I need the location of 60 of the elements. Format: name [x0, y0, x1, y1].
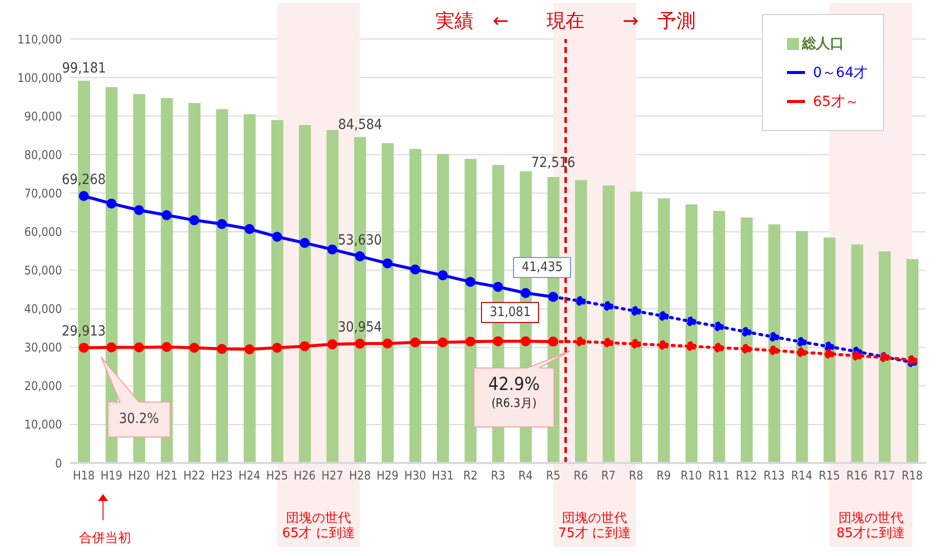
x-tick-label: R2 [463, 468, 478, 483]
x-tick-label: R11 [708, 468, 730, 483]
y-tick-label: 110,000 [17, 32, 62, 46]
x-tick-label: R18 [902, 468, 923, 483]
y-tick-label: 60,000 [24, 224, 62, 239]
x-tick-label: R8 [628, 468, 644, 483]
data-label: 30,954 [338, 320, 382, 336]
annotation: 72,516 [530, 155, 576, 171]
x-tick-label: R10 [680, 468, 702, 483]
x-tick-label: H18 [72, 468, 95, 483]
x-tick-label: R6 [574, 468, 588, 483]
x-tick-label: H23 [210, 468, 233, 483]
annotation: 30.2% [118, 410, 160, 429]
ref-line-label: 実績 ← 現在 → 予測 [434, 9, 697, 34]
band-label: 団塊の世代 65才 に到達 [281, 511, 356, 541]
x-tick-label: H21 [156, 468, 178, 483]
x-tick-label: R7 [601, 468, 616, 483]
x-tick-label: R3 [490, 468, 506, 483]
data-label: 84,584 [338, 116, 382, 133]
y-tick-label: 0 [55, 456, 62, 470]
x-tick-label: R5 [546, 468, 560, 483]
y-tick-label: 10,000 [24, 418, 62, 432]
x-tick-label: H22 [183, 468, 206, 483]
band-label: 団塊の世代 85才に到達 [835, 511, 906, 541]
x-tick-label: H26 [294, 468, 316, 483]
y-tick-label: 90,000 [24, 109, 62, 124]
x-tick-label: R14 [791, 468, 812, 483]
x-tick-label: H24 [238, 468, 261, 483]
x-tick-label: R9 [656, 468, 671, 483]
x-tick-label: R4 [518, 468, 533, 483]
data-label: 99,181 [62, 60, 106, 77]
x-tick-label: H28 [349, 468, 371, 483]
annotation: 41,435 [513, 257, 572, 278]
data-label: 53,630 [338, 232, 382, 248]
annotation: 42.9% (R6.3月) [487, 374, 541, 412]
legend-label: 総人口 [802, 34, 844, 52]
legend-label: 65才～ [813, 92, 859, 110]
x-tick-label: H29 [376, 468, 399, 483]
x-tick-label: H30 [404, 468, 426, 483]
legend-label: 0～64才 [813, 64, 868, 82]
x-tick-label: H27 [321, 468, 344, 483]
x-tick-label: R13 [764, 468, 785, 483]
x-tick-label: H25 [266, 468, 288, 483]
y-tick-label: 80,000 [24, 148, 62, 162]
band-label: 団塊の世代 75才 に到達 [557, 511, 632, 541]
x-tick-label: H20 [128, 468, 150, 483]
x-tick-label: R15 [818, 468, 840, 483]
y-tick-label: 40,000 [24, 302, 62, 316]
x-tick-label: H19 [100, 468, 122, 483]
x-tick-label: R12 [736, 468, 758, 483]
y-tick-label: 50,000 [24, 264, 62, 278]
y-tick-label: 20,000 [24, 379, 62, 394]
y-tick-label: 30,000 [24, 340, 62, 355]
text: 合併当初 [78, 530, 131, 547]
x-tick-label: R17 [874, 468, 896, 483]
annotation: 31,081 [481, 302, 540, 323]
y-tick-label: 70,000 [24, 186, 62, 200]
y-tick-label: 100,000 [17, 70, 62, 85]
x-tick-label: H31 [432, 468, 454, 483]
x-tick-label: R16 [846, 468, 868, 483]
